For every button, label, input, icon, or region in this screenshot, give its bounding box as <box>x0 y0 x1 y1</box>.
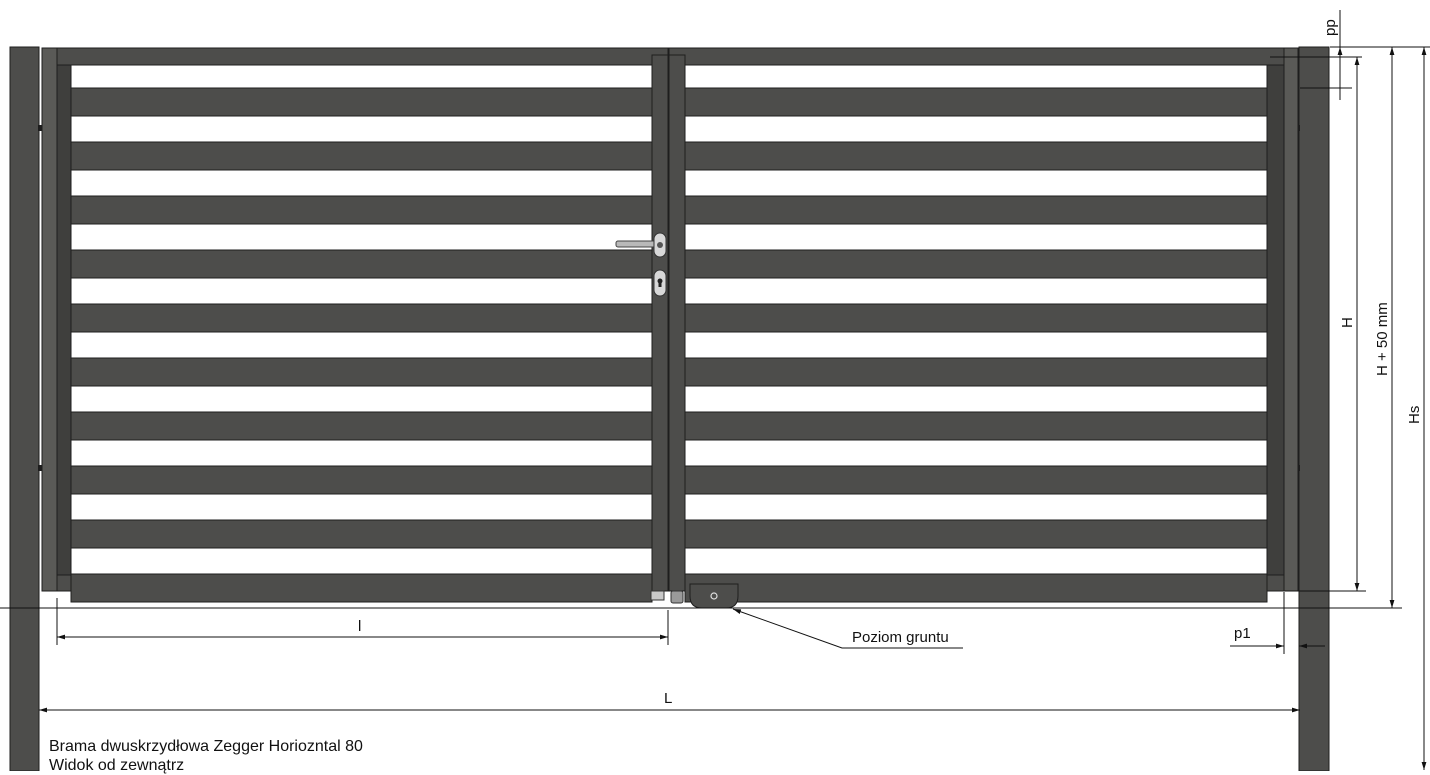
right-gate-leaf <box>668 47 1299 603</box>
left-slat <box>70 249 653 279</box>
dimension-Hs-label: Hs <box>1406 406 1423 424</box>
ground-leader <box>732 608 963 649</box>
left-slat <box>70 303 653 333</box>
dimension-l-label: l <box>358 618 361 635</box>
dimension-H: H <box>1270 56 1366 592</box>
right-slat <box>684 87 1268 117</box>
caption-title: Brama dwuskrzydłowa Zegger Horiozntal 80 <box>49 738 363 755</box>
center-stop <box>650 583 739 609</box>
dimension-H-label: H <box>1339 317 1356 328</box>
ground-label: Poziom gruntu <box>852 629 949 646</box>
left-post <box>9 46 43 771</box>
left-slat-group <box>70 87 653 603</box>
left-slat <box>70 465 653 495</box>
dimension-H-plus-label: H + 50 mm <box>1374 302 1391 376</box>
right-slat <box>684 465 1268 495</box>
caption-view: Widok od zewnątrz <box>49 757 185 774</box>
right-post <box>1295 46 1330 771</box>
dimension-Hs: Hs <box>1330 46 1430 770</box>
right-slat <box>684 573 1268 603</box>
dimension-p1-label: p1 <box>1234 625 1251 642</box>
left-gate-leaf <box>41 47 669 603</box>
left-slat <box>70 519 653 549</box>
left-slat <box>70 357 653 387</box>
left-slat <box>70 87 653 117</box>
right-slat <box>684 411 1268 441</box>
door-handle <box>615 232 667 258</box>
dimension-l: l <box>56 598 669 645</box>
right-slat <box>684 195 1268 225</box>
right-slat <box>684 141 1268 171</box>
left-slat <box>70 411 653 441</box>
left-slat <box>70 141 653 171</box>
dimension-L: L <box>39 690 1300 713</box>
right-slat <box>684 357 1268 387</box>
right-slat <box>684 303 1268 333</box>
dimension-L-label: L <box>664 690 672 707</box>
right-slat <box>684 249 1268 279</box>
lock-cylinder <box>653 269 667 297</box>
left-slat <box>70 195 653 225</box>
dimension-p1: p1 <box>1230 592 1325 654</box>
left-slat <box>70 573 653 603</box>
right-slat-group <box>684 87 1268 603</box>
dimension-pp-label: pp <box>1322 19 1339 36</box>
right-slat <box>684 519 1268 549</box>
